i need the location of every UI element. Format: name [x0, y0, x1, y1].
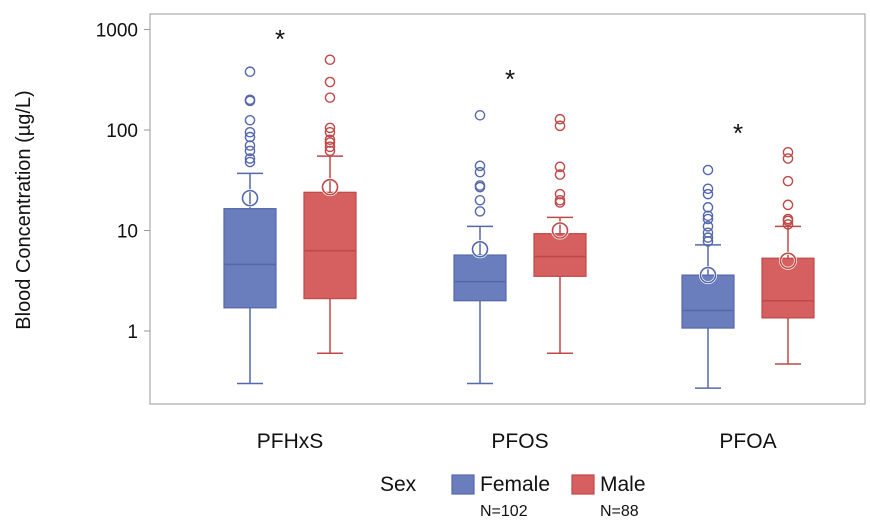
box-iqr: [223, 208, 277, 309]
y-tick-label: 10: [117, 222, 138, 243]
outlier-point: [244, 66, 256, 78]
outlier-point: [474, 194, 486, 206]
legend-swatch-male: [571, 474, 595, 495]
box-female-pfoa: [681, 164, 735, 389]
outlier-point: [244, 131, 256, 143]
outlier-point: [554, 113, 566, 125]
outlier-point: [702, 183, 714, 195]
outlier-point: [244, 145, 256, 157]
outlier-point: [324, 122, 336, 134]
outlier-point: [244, 140, 256, 151]
y-axis-title: Blood Concentration (µg/L): [13, 90, 35, 329]
mean-marker: [471, 241, 489, 258]
legend-n-female: N=102: [480, 503, 528, 520]
outlier-point: [782, 213, 794, 225]
mean-marker: [241, 189, 259, 207]
outlier-point: [702, 202, 714, 213]
outlier-point: [324, 54, 336, 66]
outlier-point: [554, 169, 566, 180]
outlier-point: [702, 210, 714, 222]
legend-label-female: Female: [480, 473, 550, 496]
y-tick-label: 100: [106, 121, 138, 142]
box-female-pfhxs: [223, 66, 277, 385]
outlier-point: [702, 164, 714, 176]
outlier-point: [702, 213, 714, 225]
outlier-point: [324, 145, 336, 157]
x-axis-labels: PFHxS PFOS PFOA: [257, 430, 777, 453]
significance-markers: * * *: [275, 24, 743, 148]
outlier-point: [782, 219, 794, 230]
legend: Sex Female N=102 Male N=88: [380, 473, 646, 520]
box-groups: [223, 54, 815, 389]
legend-n-male: N=88: [600, 503, 639, 520]
outlier-point: [782, 199, 794, 211]
outlier-point: [474, 110, 486, 121]
outlier-point: [554, 161, 566, 173]
outlier-point: [324, 76, 336, 88]
outlier-point: [474, 180, 486, 191]
x-label-pfos: PFOS: [491, 430, 548, 453]
outlier-point: [554, 194, 566, 206]
outlier-point: [244, 114, 256, 126]
significance-star: *: [275, 24, 285, 54]
mean-marker: [699, 266, 717, 284]
mean-marker: [321, 178, 339, 196]
outlier-point: [702, 227, 714, 239]
outlier-point: [782, 146, 794, 158]
outlier-point: [244, 126, 256, 138]
outlier-point: [324, 126, 336, 138]
legend-label-male: Male: [600, 473, 646, 496]
y-axis-ticks: 1 10 100 1000: [96, 21, 150, 343]
x-label-pfhxs: PFHxS: [257, 430, 324, 453]
box-iqr: [533, 233, 587, 277]
x-label-pfoa: PFOA: [719, 430, 776, 453]
plot-frame: [149, 13, 866, 405]
y-tick-label: 1000: [96, 21, 138, 42]
significance-star: *: [733, 118, 743, 148]
outlier-point: [244, 156, 256, 168]
outlier-point: [702, 232, 714, 243]
outlier-point: [554, 188, 566, 200]
outlier-point: [702, 188, 714, 200]
outlier-point: [474, 166, 486, 178]
significance-star: *: [505, 64, 515, 94]
outlier-point: [782, 153, 794, 164]
box-male-pfhxs: [303, 54, 357, 355]
outlier-point: [324, 134, 336, 146]
outlier-point: [244, 153, 256, 164]
box-male-pfoa: [761, 146, 815, 365]
mean-marker: [551, 222, 569, 239]
outlier-point: [324, 137, 336, 148]
mean-marker: [779, 252, 797, 270]
outlier-point: [474, 160, 486, 172]
outlier-point: [324, 92, 336, 103]
outlier-point: [702, 221, 714, 232]
y-tick-label: 1: [127, 322, 138, 343]
legend-title: Sex: [380, 473, 417, 496]
legend-swatch-female: [451, 474, 475, 495]
outlier-point: [782, 175, 794, 187]
outlier-point: [244, 94, 256, 106]
outlier-point: [554, 120, 566, 132]
outlier-point: [324, 141, 336, 153]
outlier-point: [474, 206, 486, 217]
box-iqr: [453, 254, 507, 302]
box-iqr: [303, 191, 357, 300]
box-male-pfos: [533, 113, 587, 355]
box-female-pfos: [453, 110, 507, 385]
